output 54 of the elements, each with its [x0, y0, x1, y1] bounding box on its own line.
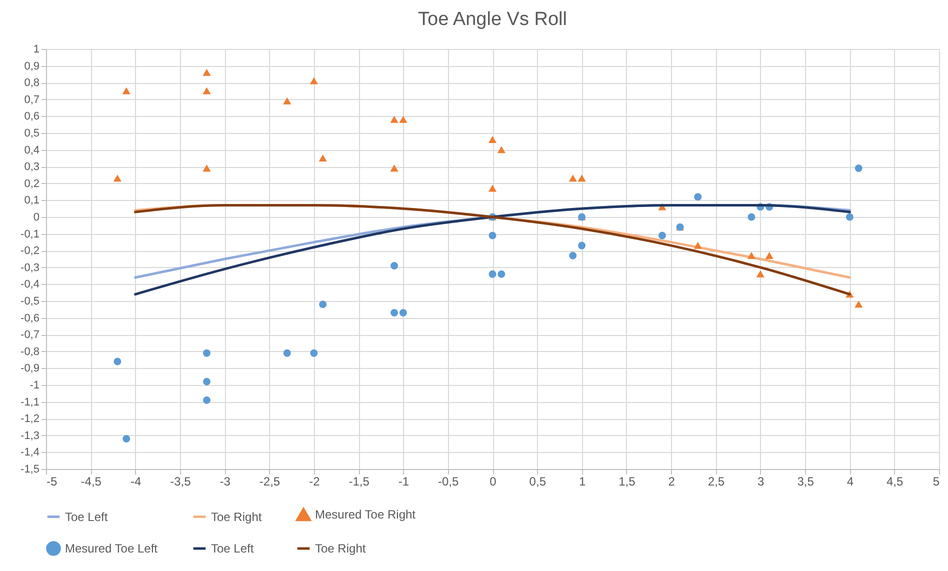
- y-tick-label: -1,3: [20, 430, 40, 442]
- y-tick-label: -0,7: [20, 329, 40, 342]
- y-tick-label: 0,2: [24, 178, 40, 190]
- x-tick-label: 2,5: [708, 474, 725, 488]
- x-tick-label: 3,5: [797, 474, 814, 488]
- y-tick-label: 0,1: [24, 194, 40, 207]
- x-tick-label: 3: [758, 474, 765, 488]
- x-tick-label: -4: [130, 474, 142, 488]
- x-tick-label: 1,5: [618, 474, 636, 488]
- x-tick-label: 0: [490, 474, 497, 488]
- y-tick-label: 1: [33, 44, 40, 56]
- y-tick-label: -0,3: [20, 262, 40, 274]
- legend-label: Toe Left: [65, 510, 108, 524]
- x-tick-label: -5: [46, 474, 58, 488]
- y-tick-label: 0,9: [24, 60, 40, 72]
- x-tick-label: -3: [220, 474, 231, 488]
- y-tick-label: 0,4: [24, 144, 40, 156]
- y-tick-label: -0,1: [20, 228, 40, 240]
- y-tick-label: -1: [30, 380, 40, 392]
- x-tick-label: 4: [846, 474, 854, 488]
- x-tick-label: 5: [932, 474, 940, 488]
- x-tick-label: -1,5: [348, 474, 370, 488]
- y-tick-label: 0: [33, 212, 40, 224]
- y-tick-label: -1,5: [20, 464, 40, 476]
- y-tick-label: -1,4: [20, 446, 40, 459]
- chart-title: Toe Angle Vs Roll: [418, 9, 567, 30]
- y-tick-label: -0,4: [20, 278, 40, 291]
- legend-label: Mesured Toe Left: [65, 542, 158, 556]
- legend-label: Toe Right: [315, 542, 366, 556]
- y-tick-label: 0,6: [24, 110, 40, 123]
- y-tick-label: 0,5: [24, 128, 40, 140]
- x-tick-label: 4,5: [886, 474, 904, 488]
- x-tick-label: 2: [668, 474, 676, 488]
- y-tick-label: -0,9: [20, 362, 40, 375]
- y-tick-label: -1,2: [20, 413, 40, 426]
- x-tick-label: 0,5: [529, 474, 546, 488]
- y-tick-label: -0,6: [20, 312, 40, 324]
- y-tick-label: 0,7: [24, 94, 40, 106]
- x-tick-label: -0,5: [438, 474, 460, 488]
- legend-label: Toe Right: [211, 510, 262, 524]
- x-tick-label: -2: [309, 474, 320, 488]
- y-tick-label: -0,2: [20, 245, 40, 258]
- y-tick-label: -1,1: [20, 396, 40, 408]
- y-tick-label: -0,5: [20, 296, 40, 308]
- legend-label: Toe Left: [211, 542, 254, 556]
- x-tick-label: -2,5: [259, 474, 280, 488]
- legend-label: Mesured Toe Right: [315, 508, 416, 522]
- x-tick-label: -4,5: [80, 474, 102, 488]
- x-tick-label: -3,5: [170, 474, 192, 488]
- y-tick-label: 0,3: [24, 161, 40, 174]
- y-tick-label: 0,8: [24, 77, 40, 90]
- x-tick-label: -1: [398, 474, 410, 488]
- x-tick-label: 1: [578, 474, 586, 488]
- y-tick-label: -0,8: [20, 346, 40, 358]
